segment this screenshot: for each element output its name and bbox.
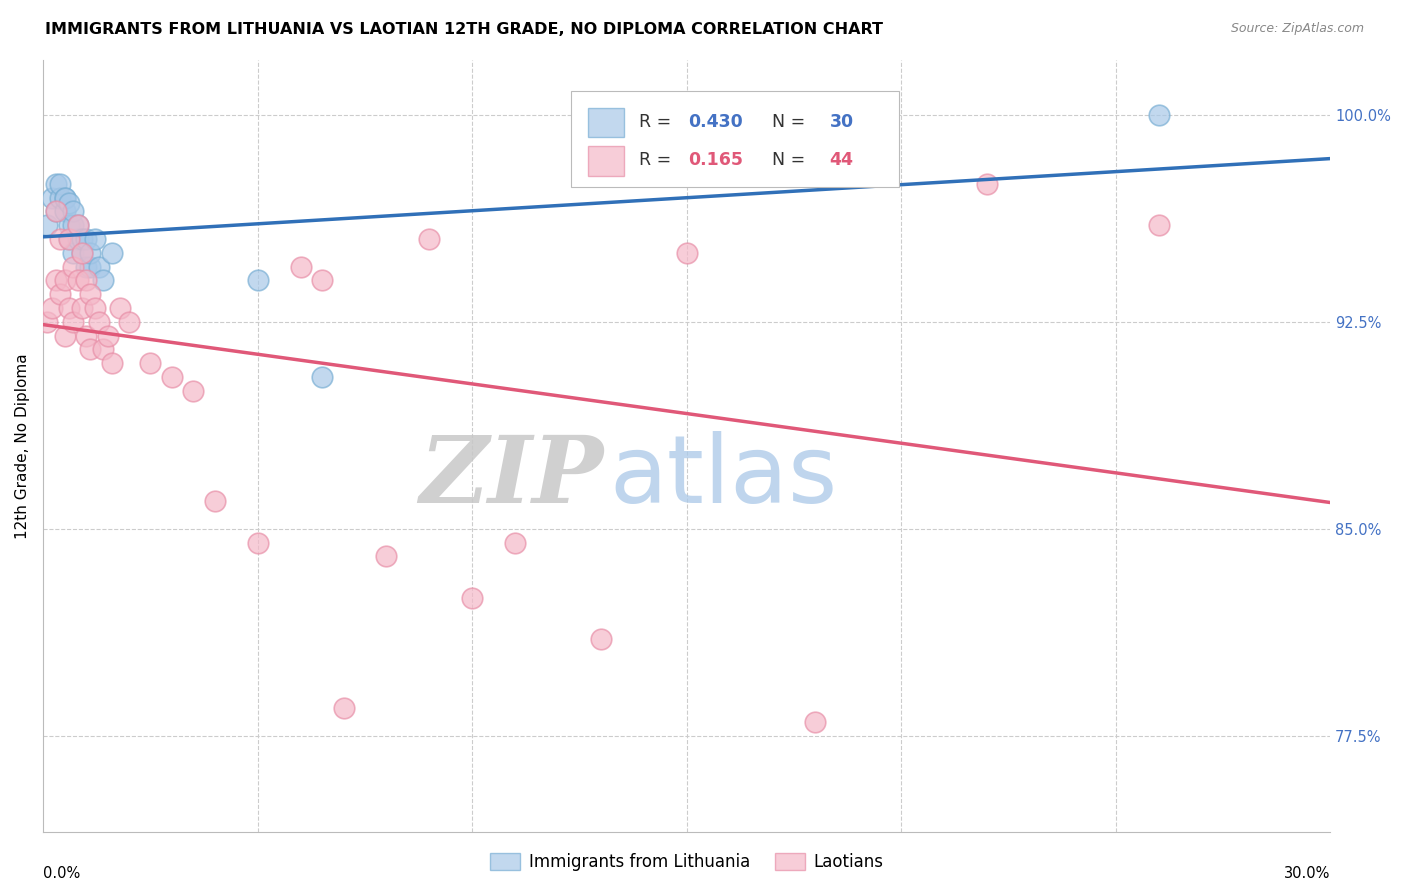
Point <box>49 287 72 301</box>
Point <box>118 315 141 329</box>
Text: atlas: atlas <box>610 431 838 523</box>
Point <box>375 549 398 564</box>
Point <box>62 260 84 274</box>
Point <box>66 232 89 246</box>
Text: IMMIGRANTS FROM LITHUANIA VS LAOTIAN 12TH GRADE, NO DIPLOMA CORRELATION CHART: IMMIGRANTS FROM LITHUANIA VS LAOTIAN 12T… <box>45 22 883 37</box>
Text: ZIP: ZIP <box>419 432 603 522</box>
Point <box>75 260 97 274</box>
FancyBboxPatch shape <box>571 90 898 187</box>
Point <box>246 273 269 287</box>
Point <box>675 245 697 260</box>
Point <box>290 260 312 274</box>
Point <box>101 245 124 260</box>
Point <box>311 273 333 287</box>
Legend: Immigrants from Lithuania, Laotians: Immigrants from Lithuania, Laotians <box>484 847 890 878</box>
Point <box>1147 108 1170 122</box>
Text: 0.165: 0.165 <box>688 151 742 169</box>
Text: R =: R = <box>640 151 676 169</box>
Point <box>75 232 97 246</box>
Point <box>45 273 67 287</box>
Bar <box>588 146 624 176</box>
Point <box>101 356 124 370</box>
Point <box>79 260 101 274</box>
Point <box>53 273 76 287</box>
Point <box>160 370 183 384</box>
Point <box>41 301 63 315</box>
Text: R =: R = <box>640 113 676 131</box>
Point <box>91 273 114 287</box>
Point <box>53 191 76 205</box>
Point <box>83 301 105 315</box>
Point <box>45 177 67 191</box>
Point <box>37 218 59 232</box>
Point <box>49 191 72 205</box>
Point <box>66 273 89 287</box>
Point <box>70 301 93 315</box>
Point <box>62 204 84 219</box>
Point <box>503 535 526 549</box>
Point <box>183 384 205 398</box>
Bar <box>588 108 624 136</box>
Point <box>75 273 97 287</box>
Point <box>58 301 80 315</box>
Point <box>70 245 93 260</box>
Point <box>79 287 101 301</box>
Point <box>62 218 84 232</box>
Point <box>45 204 67 219</box>
Point <box>45 204 67 219</box>
Text: 30: 30 <box>830 113 853 131</box>
Point <box>49 177 72 191</box>
Point <box>83 232 105 246</box>
Point <box>58 196 80 211</box>
Point <box>58 232 80 246</box>
Point <box>37 315 59 329</box>
Point <box>58 232 80 246</box>
Point <box>91 343 114 357</box>
Text: 44: 44 <box>830 151 853 169</box>
Point <box>804 714 827 729</box>
Point <box>79 245 101 260</box>
Text: 30.0%: 30.0% <box>1284 865 1330 880</box>
Point <box>87 260 110 274</box>
Point <box>139 356 162 370</box>
Point <box>311 370 333 384</box>
Point <box>204 494 226 508</box>
Point <box>62 315 84 329</box>
Point <box>589 632 612 647</box>
Point <box>53 328 76 343</box>
Text: 0.0%: 0.0% <box>44 865 80 880</box>
Point <box>53 191 76 205</box>
Point <box>332 701 354 715</box>
Point <box>70 245 93 260</box>
Text: Source: ZipAtlas.com: Source: ZipAtlas.com <box>1230 22 1364 36</box>
Point <box>976 177 998 191</box>
Point <box>96 328 118 343</box>
Point <box>66 218 89 232</box>
Point <box>87 315 110 329</box>
Point <box>49 232 72 246</box>
Point <box>246 535 269 549</box>
Point <box>58 218 80 232</box>
Text: N =: N = <box>762 113 811 131</box>
Point <box>70 232 93 246</box>
Point <box>75 328 97 343</box>
Point <box>110 301 132 315</box>
Point <box>41 191 63 205</box>
Point <box>62 245 84 260</box>
Point <box>79 343 101 357</box>
Point <box>418 232 440 246</box>
Point <box>66 218 89 232</box>
Point <box>461 591 484 605</box>
Y-axis label: 12th Grade, No Diploma: 12th Grade, No Diploma <box>15 353 30 539</box>
Point <box>1147 218 1170 232</box>
Point <box>53 204 76 219</box>
Text: N =: N = <box>762 151 811 169</box>
Text: 0.430: 0.430 <box>688 113 742 131</box>
